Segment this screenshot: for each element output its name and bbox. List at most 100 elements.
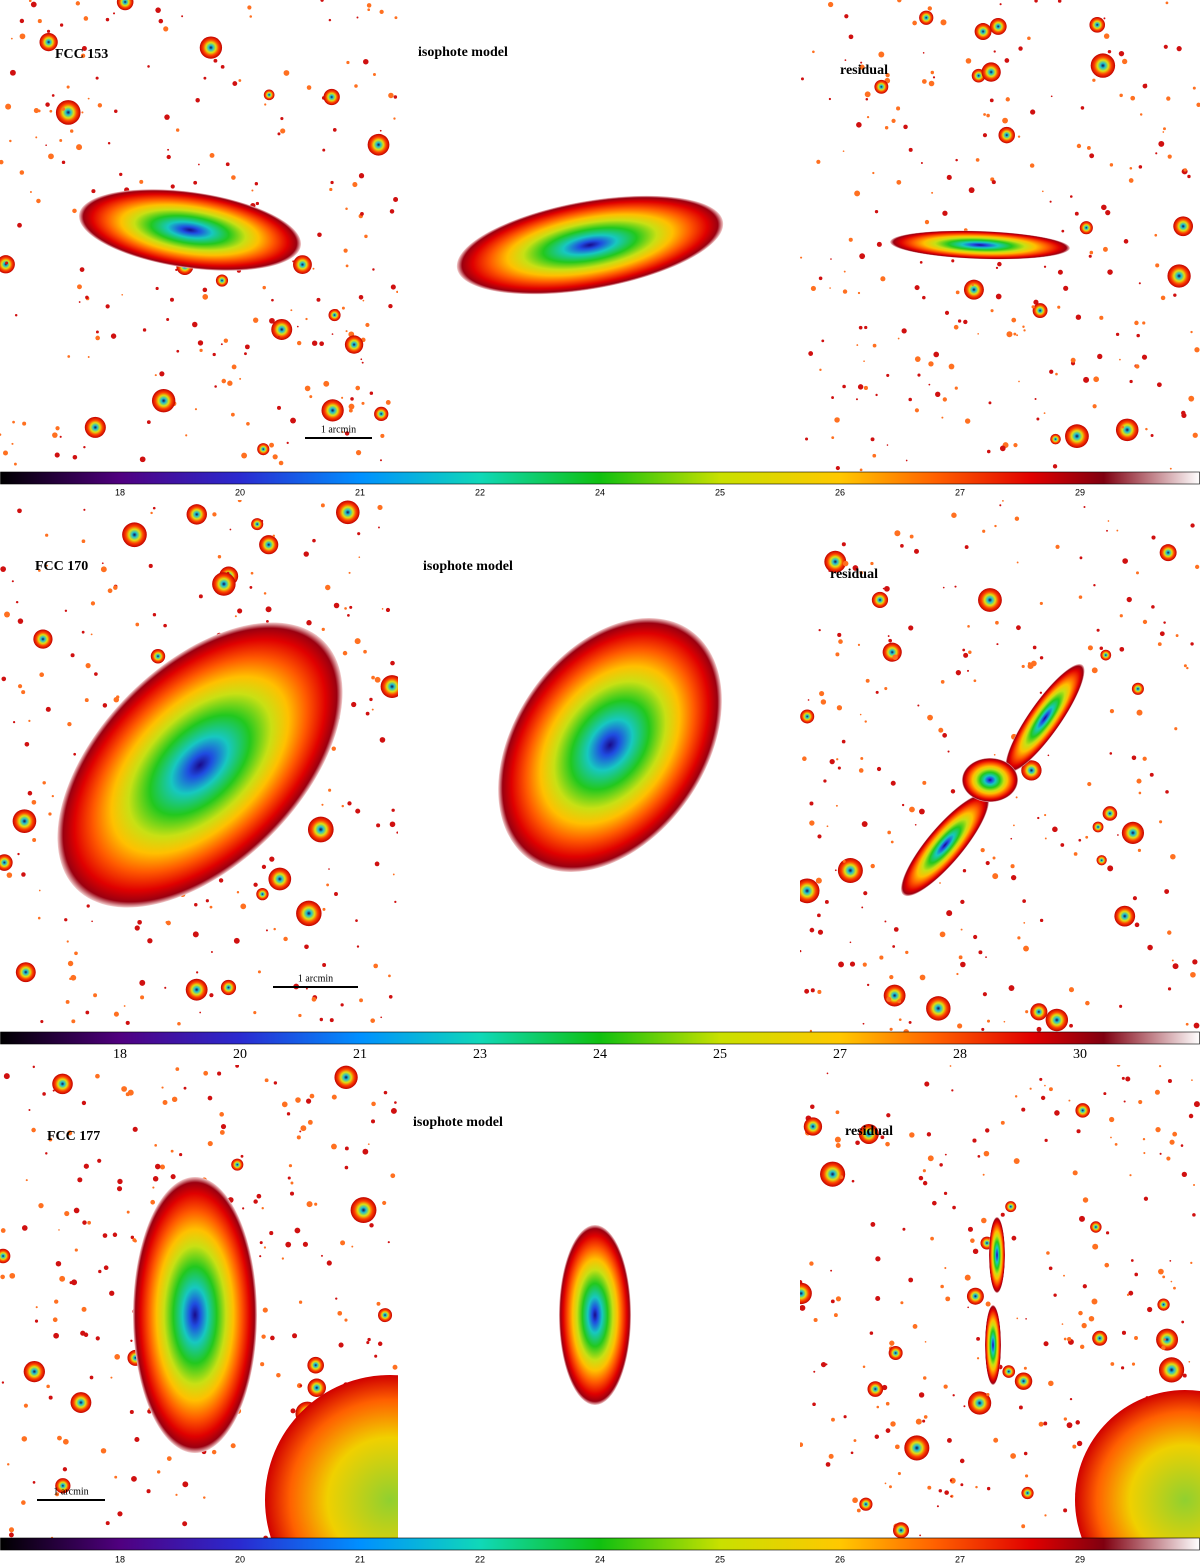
star [306,620,312,626]
star [960,1483,964,1487]
star [1076,1440,1083,1447]
star [121,1086,127,1092]
star [908,147,913,152]
star [901,328,907,334]
star [64,1210,70,1217]
star [1079,556,1083,560]
star [290,1181,294,1185]
star [304,944,309,950]
star [884,585,890,592]
colorbar [0,1537,1200,1551]
star [175,128,180,132]
star [24,741,30,747]
colorbar-tick-label: 23 [473,1047,487,1062]
star [927,714,933,721]
star [281,1101,288,1108]
star [113,696,120,703]
star [1126,596,1132,603]
star [1131,1362,1136,1366]
star [830,1269,833,1272]
star [897,0,902,3]
star [855,398,858,401]
star [19,33,26,40]
star [884,1482,887,1485]
star [1160,295,1166,301]
star [344,431,350,436]
star [240,903,247,910]
star [978,950,983,955]
star [1142,1137,1146,1141]
star [1158,1357,1185,1383]
star [1092,1243,1099,1250]
star [837,632,842,637]
star [377,504,383,511]
star [347,613,350,617]
star [348,403,355,410]
star [896,179,902,185]
star [835,804,838,807]
star [924,1341,927,1343]
star [919,974,926,981]
star [48,1395,53,1400]
star [46,1384,50,1389]
star [1025,1318,1027,1320]
star [1103,33,1110,39]
star [19,18,25,24]
star [0,1248,11,1264]
star [103,1265,109,1271]
star [1091,667,1098,674]
star [837,766,841,770]
star [5,261,9,265]
star [892,945,896,948]
star [363,58,369,65]
star [1002,117,1008,124]
star [1171,959,1174,962]
star [357,532,361,536]
star [885,1401,890,1406]
star [146,1489,151,1494]
star [1088,254,1092,258]
star [1081,1322,1087,1329]
star [922,1419,926,1423]
star [823,779,827,783]
star [385,607,391,613]
star [1015,796,1018,799]
star [863,385,868,391]
star [1138,1099,1143,1105]
star [38,889,41,892]
star [1087,645,1093,651]
star [824,900,829,904]
star [964,418,971,424]
star [198,163,200,166]
star [819,368,822,372]
star [220,343,223,346]
star [1091,1298,1098,1305]
star [261,1207,264,1210]
star [1074,211,1079,216]
star [71,1019,76,1024]
star [1182,1373,1187,1378]
star [1166,96,1171,101]
star [240,1154,244,1158]
star [864,91,871,98]
star [1002,500,1004,502]
star [334,1065,358,1089]
star [1159,1152,1162,1155]
star [1102,806,1118,821]
star [1041,190,1044,193]
star [959,1458,965,1464]
star [64,609,68,612]
star [30,1,37,8]
star [210,951,213,953]
star [848,237,853,242]
star [359,998,363,1003]
star [1049,200,1052,203]
star [849,961,856,967]
star [1014,1095,1018,1098]
star [1075,314,1082,320]
star [885,1428,891,1434]
star [21,1436,28,1442]
star [1030,1003,1048,1021]
star [1138,791,1142,795]
star [883,984,906,1007]
